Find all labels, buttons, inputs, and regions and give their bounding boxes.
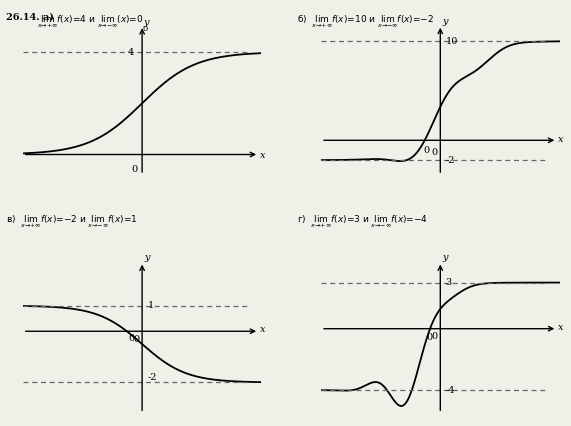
Text: 26.14. а): 26.14. а)	[6, 13, 54, 22]
Text: 0: 0	[426, 333, 432, 343]
Text: 0: 0	[133, 335, 139, 344]
Text: в)  $\lim_{x\to+\infty}$$f(x)=-2$ и $\lim_{x\to-\infty}$$f(x)=1$: в) $\lim_{x\to+\infty}$$f(x)=-2$ и $\lim…	[6, 213, 137, 230]
Text: 4: 4	[128, 48, 134, 57]
Text: x: x	[260, 325, 266, 334]
Text: y: y	[143, 17, 149, 27]
Text: 0: 0	[132, 165, 138, 174]
Text: -4: -4	[445, 386, 455, 394]
Text: 0: 0	[142, 25, 147, 33]
Text: 1: 1	[147, 301, 154, 310]
Text: $\lim_{x\to+\infty}$$f(x)=4$ и $\lim_{x\to-\infty}$$(x)=0$: $\lim_{x\to+\infty}$$f(x)=4$ и $\lim_{x\…	[37, 13, 144, 30]
Text: г)  $\lim_{x\to+\infty}$$f(x)=3$ и $\lim_{x\to-\infty}$$f(x)=-4$: г) $\lim_{x\to+\infty}$$f(x)=3$ и $\lim_…	[297, 213, 428, 230]
Text: -2: -2	[445, 155, 455, 164]
Text: 0: 0	[431, 148, 437, 157]
Text: 0: 0	[128, 334, 134, 343]
Text: б)  $\lim_{x\to+\infty}$$f(x)=10$ и $\lim_{x\to-\infty}$$f(x)=-2$: б) $\lim_{x\to+\infty}$$f(x)=10$ и $\lim…	[297, 13, 434, 30]
Text: x: x	[558, 322, 564, 332]
Text: x: x	[260, 151, 266, 160]
Text: 3: 3	[445, 278, 452, 287]
Text: 10: 10	[445, 37, 458, 46]
Text: 0: 0	[431, 332, 437, 341]
Text: x: x	[558, 135, 564, 144]
Text: 0: 0	[424, 146, 430, 155]
Text: y: y	[144, 253, 150, 262]
Text: y: y	[443, 17, 448, 26]
Text: y: y	[443, 253, 448, 262]
Text: -2: -2	[147, 374, 157, 383]
